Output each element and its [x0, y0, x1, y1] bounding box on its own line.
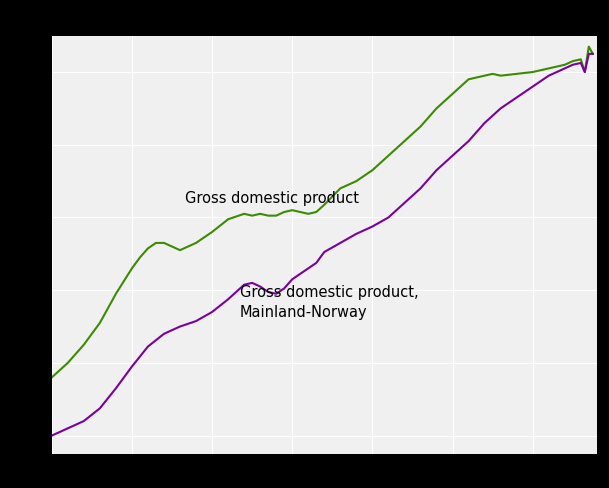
Text: Gross domestic product: Gross domestic product [185, 191, 359, 205]
Text: Gross domestic product,
Mainland-Norway: Gross domestic product, Mainland-Norway [240, 285, 418, 320]
